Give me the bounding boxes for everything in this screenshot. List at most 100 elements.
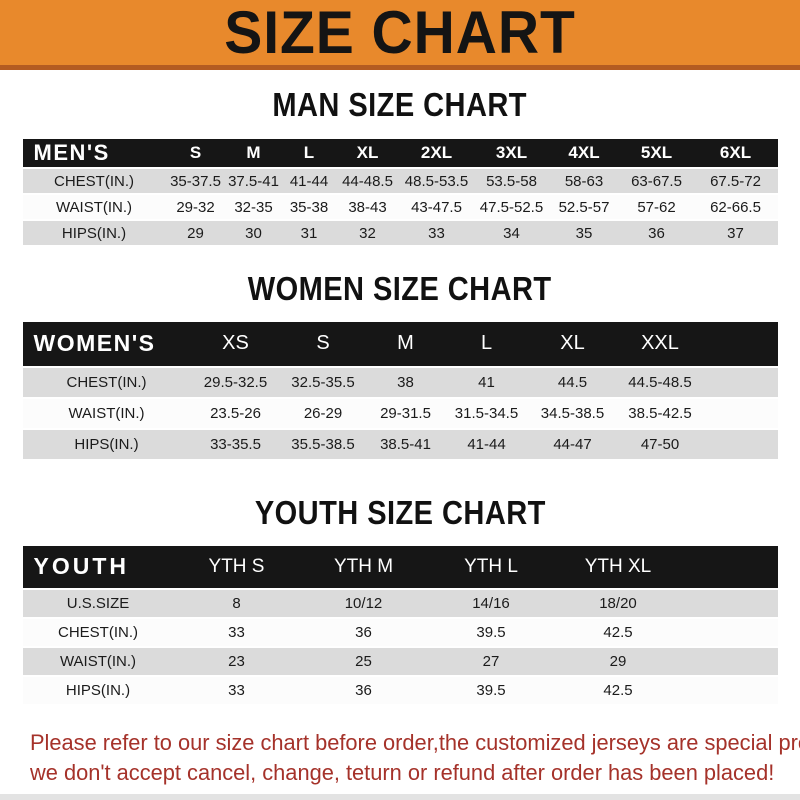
size-column-header: XL bbox=[527, 321, 618, 366]
row-spacer-cell bbox=[702, 367, 778, 397]
row-label: U.S.SIZE bbox=[22, 589, 174, 617]
size-value: 44-47 bbox=[527, 429, 618, 459]
size-value: 29-32 bbox=[165, 195, 226, 220]
row-spacer-cell bbox=[702, 398, 778, 428]
row-spacer-cell bbox=[681, 647, 778, 675]
size-value: 47-50 bbox=[617, 429, 703, 459]
measurement-row: WAIST(IN.) 23 25 27 29 bbox=[22, 647, 778, 675]
measurement-row: CHEST(IN.) 33 36 39.5 42.5 bbox=[22, 618, 778, 646]
size-value: 25 bbox=[299, 647, 428, 675]
women-section: WOMEN SIZE CHART WOMEN'S XS S M L XL XXL CHEST(… bbox=[0, 270, 800, 460]
size-value: 39.5 bbox=[427, 676, 555, 704]
size-value: 36 bbox=[299, 618, 428, 646]
notice-line-1: Please refer to our size chart before or… bbox=[30, 729, 800, 755]
size-value: 44-48.5 bbox=[336, 169, 399, 194]
notice-line-2: we don't accept cancel, change, teturn o… bbox=[30, 759, 775, 785]
row-label: CHEST(IN.) bbox=[22, 169, 166, 194]
size-value: 42.5 bbox=[554, 618, 682, 646]
size-chart-sections: MAN SIZE CHART MEN'S S M L XL 2XL 3XL 4XL 5XL 6XL… bbox=[0, 86, 800, 706]
size-value: 53.5-58 bbox=[474, 169, 549, 194]
youth-section-heading-text: YOUTH SIZE CHART bbox=[254, 493, 546, 531]
size-value: 18/20 bbox=[554, 589, 682, 617]
size-value: 38.5-41 bbox=[365, 429, 446, 459]
size-value: 34 bbox=[474, 221, 549, 246]
size-value: 35 bbox=[548, 221, 620, 246]
size-value: 35-37.5 bbox=[165, 169, 226, 194]
size-value: 47.5-52.5 bbox=[474, 195, 549, 220]
youth-section-heading: YOUTH SIZE CHART bbox=[0, 493, 800, 531]
size-value: 41 bbox=[445, 367, 528, 397]
row-label: CHEST(IN.) bbox=[22, 367, 191, 397]
measurement-row: WAIST(IN.) 29-32 32-35 35-38 38-43 43-47.5 47.… bbox=[22, 195, 778, 220]
size-value: 38-43 bbox=[336, 195, 399, 220]
measurement-row: HIPS(IN.) 29 30 31 32 33 34 35 36 37 bbox=[22, 221, 778, 246]
size-value: 44.5 bbox=[527, 367, 618, 397]
youth-section: YOUTH SIZE CHART YOUTH YTH S YTH M YTH L YTH… bbox=[0, 493, 800, 706]
size-value: 37 bbox=[693, 221, 778, 246]
page-title: SIZE CHART bbox=[224, 0, 576, 66]
size-header-row: WOMEN'S XS S M L XL XXL bbox=[22, 321, 778, 366]
size-value: 43-47.5 bbox=[398, 195, 475, 220]
size-column-header: YTH S bbox=[173, 545, 300, 588]
size-value: 39.5 bbox=[427, 618, 555, 646]
women-section-heading: WOMEN SIZE CHART bbox=[0, 270, 800, 308]
banner: SIZE CHART bbox=[0, 0, 800, 70]
row-label: WAIST(IN.) bbox=[22, 195, 166, 220]
size-column-header: 4XL bbox=[548, 139, 620, 168]
size-value: 32-35 bbox=[225, 195, 282, 220]
group-label: WOMEN'S bbox=[22, 321, 191, 366]
size-value: 67.5-72 bbox=[693, 169, 778, 194]
size-value: 52.5-57 bbox=[548, 195, 620, 220]
size-value: 62-66.5 bbox=[693, 195, 778, 220]
size-value: 33 bbox=[398, 221, 475, 246]
size-value: 36 bbox=[299, 676, 428, 704]
size-value: 29.5-32.5 bbox=[190, 367, 281, 397]
measurement-row: U.S.SIZE 8 10/12 14/16 18/20 bbox=[22, 589, 778, 617]
size-value: 23.5-26 bbox=[190, 398, 281, 428]
men-size-table: MEN'S S M L XL 2XL 3XL 4XL 5XL 6XL CHEST(IN.) 35-37… bbox=[22, 137, 778, 247]
size-column-header: YTH M bbox=[299, 545, 428, 588]
size-header-row: YOUTH YTH S YTH M YTH L YTH XL bbox=[22, 545, 778, 588]
size-value: 26-29 bbox=[280, 398, 366, 428]
size-value: 33 bbox=[173, 676, 300, 704]
order-notice: Please refer to our size chart before or… bbox=[30, 728, 800, 787]
size-value: 33 bbox=[173, 618, 300, 646]
size-value: 14/16 bbox=[427, 589, 555, 617]
size-value: 10/12 bbox=[299, 589, 428, 617]
size-value: 30 bbox=[225, 221, 282, 246]
size-column-header: L bbox=[445, 321, 528, 366]
measurement-row: HIPS(IN.) 33-35.5 35.5-38.5 38.5-41 41-44 44-… bbox=[22, 429, 778, 459]
size-value: 35.5-38.5 bbox=[280, 429, 366, 459]
size-column-header: M bbox=[365, 321, 446, 366]
size-column-header: YTH L bbox=[427, 545, 555, 588]
size-value: 41-44 bbox=[445, 429, 528, 459]
size-column-header: XXL bbox=[617, 321, 703, 366]
size-column-header: L bbox=[281, 139, 337, 168]
size-value: 41-44 bbox=[281, 169, 337, 194]
size-value: 35-38 bbox=[281, 195, 337, 220]
row-label: HIPS(IN.) bbox=[22, 221, 166, 246]
size-value: 57-62 bbox=[619, 195, 694, 220]
measurement-row: CHEST(IN.) 35-37.5 37.5-41 41-44 44-48.5 48.5… bbox=[22, 169, 778, 194]
row-spacer-cell bbox=[681, 676, 778, 704]
men-section-heading: MAN SIZE CHART bbox=[0, 86, 800, 123]
size-value: 34.5-38.5 bbox=[527, 398, 618, 428]
size-value: 31 bbox=[281, 221, 337, 246]
row-spacer-cell bbox=[681, 589, 778, 617]
row-label: HIPS(IN.) bbox=[22, 429, 191, 459]
bottom-edge-strip bbox=[0, 794, 800, 800]
size-column-header: 2XL bbox=[398, 139, 475, 168]
women-section-heading-text: WOMEN SIZE CHART bbox=[248, 270, 552, 308]
header-spacer-cell bbox=[702, 321, 778, 366]
row-spacer-cell bbox=[681, 618, 778, 646]
row-spacer-cell bbox=[702, 429, 778, 459]
size-column-header: S bbox=[165, 139, 226, 168]
size-value: 48.5-53.5 bbox=[398, 169, 475, 194]
size-value: 37.5-41 bbox=[225, 169, 282, 194]
size-header-row: MEN'S S M L XL 2XL 3XL 4XL 5XL 6XL bbox=[22, 139, 778, 168]
measurement-row: CHEST(IN.) 29.5-32.5 32.5-35.5 38 41 44.5 44.5… bbox=[22, 367, 778, 397]
size-value: 44.5-48.5 bbox=[617, 367, 703, 397]
header-spacer-cell bbox=[681, 545, 778, 588]
row-label: WAIST(IN.) bbox=[22, 398, 191, 428]
